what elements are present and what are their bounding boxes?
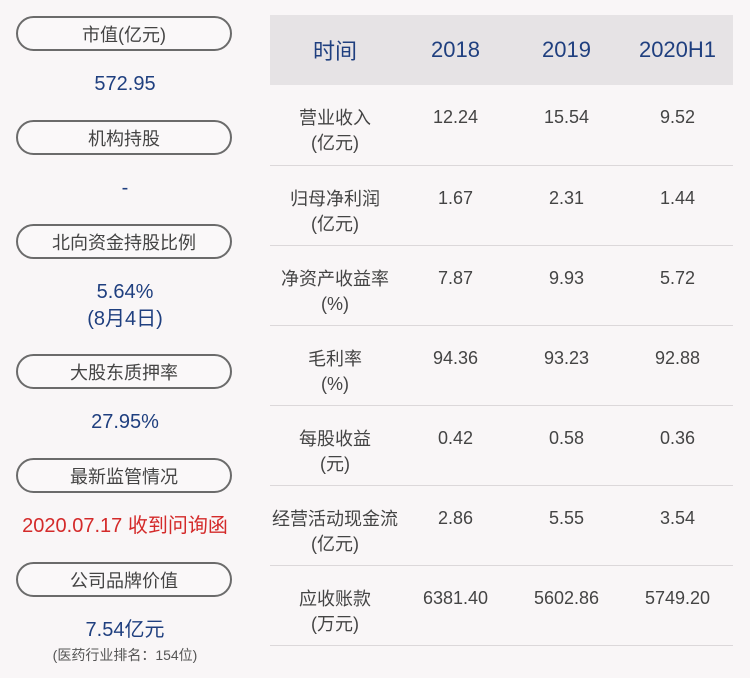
cell-2020h1: 1.44 <box>659 188 696 208</box>
regulation-label: 最新监管情况 <box>16 458 232 493</box>
cell-2018: 94.36 <box>432 348 479 368</box>
institutional-value: - <box>121 177 129 199</box>
financial-table: 时间 2018 2019 2020H1 营业收入 (亿元) 12.24 15.54… <box>270 15 733 646</box>
row-label: 毛利率 (%) <box>308 349 362 394</box>
row-label: 归母净利润 (亿元) <box>290 189 380 234</box>
header-2020h1: 2020H1 <box>638 37 717 62</box>
cell-2018: 0.42 <box>437 428 474 448</box>
table-row: 经营活动现金流 (亿元) 2.86 5.55 3.54 <box>270 486 733 566</box>
row-label: 营业收入 (亿元) <box>299 108 371 153</box>
pledge-value: 27.95% <box>91 411 159 433</box>
cell-2019: 93.23 <box>543 348 590 368</box>
row-label: 经营活动现金流 (亿元) <box>272 509 398 554</box>
table-row: 每股收益 (元) 0.42 0.58 0.36 <box>270 406 733 486</box>
row-label: 净资产收益率 (%) <box>281 269 389 314</box>
cell-2018: 1.67 <box>437 188 474 208</box>
cell-2020h1: 5749.20 <box>644 588 711 608</box>
pledge-label: 大股东质押率 <box>16 354 232 389</box>
cell-2019: 2.31 <box>548 188 585 208</box>
table-body: 营业收入 (亿元) 12.24 15.54 9.52 归母净利润 (亿元) 1.67… <box>270 85 733 646</box>
row-label: 每股收益 (元) <box>299 429 371 474</box>
brand-value: 7.54亿元 <box>85 619 165 641</box>
cell-2018: 6381.40 <box>422 588 489 608</box>
header-time: 时间 <box>312 39 357 64</box>
cell-2018: 7.87 <box>437 268 474 288</box>
table-row: 净资产收益率 (%) 7.87 9.93 5.72 <box>270 246 733 326</box>
institutional-label: 机构持股 <box>16 120 232 155</box>
market-cap-label: 市值(亿元) <box>16 16 232 51</box>
cell-2020h1: 3.54 <box>659 508 696 528</box>
northbound-value: 5.64% <box>96 281 154 303</box>
market-cap-value: 572.95 <box>94 73 156 95</box>
cell-2019: 5.55 <box>548 508 585 528</box>
table-header: 时间 2018 2019 2020H1 <box>270 15 733 85</box>
left-panel: 市值(亿元) 572.95 机构持股 - 北向资金持股比例 5.64% (8月4… <box>0 0 250 678</box>
brand-label: 公司品牌价值 <box>16 562 232 597</box>
cell-2020h1: 5.72 <box>659 268 696 288</box>
cell-2018: 12.24 <box>432 107 479 127</box>
northbound-label: 北向资金持股比例 <box>16 224 232 259</box>
cell-2019: 9.93 <box>548 268 585 288</box>
header-2019: 2019 <box>542 37 591 62</box>
cell-2019: 0.58 <box>548 428 585 448</box>
northbound-date: (8月4日) <box>87 308 163 330</box>
cell-2019: 5602.86 <box>533 588 600 608</box>
table-row: 毛利率 (%) 94.36 93.23 92.88 <box>270 326 733 406</box>
cell-2020h1: 9.52 <box>659 107 696 127</box>
table-row: 应收账款 (万元) 6381.40 5602.86 5749.20 <box>270 566 733 646</box>
cell-2020h1: 92.88 <box>654 348 701 368</box>
header-2018: 2018 <box>431 37 480 62</box>
cell-2018: 2.86 <box>437 508 474 528</box>
table-row: 营业收入 (亿元) 12.24 15.54 9.52 <box>270 85 733 166</box>
row-label: 应收账款 (万元) <box>299 589 371 634</box>
cell-2020h1: 0.36 <box>659 428 696 448</box>
table-row: 归母净利润 (亿元) 1.67 2.31 1.44 <box>270 166 733 246</box>
brand-rank-note: (医药行业排名：154位) <box>52 647 198 663</box>
regulation-value: 2020.07.17 收到问询函 <box>22 515 228 537</box>
cell-2019: 15.54 <box>543 107 590 127</box>
